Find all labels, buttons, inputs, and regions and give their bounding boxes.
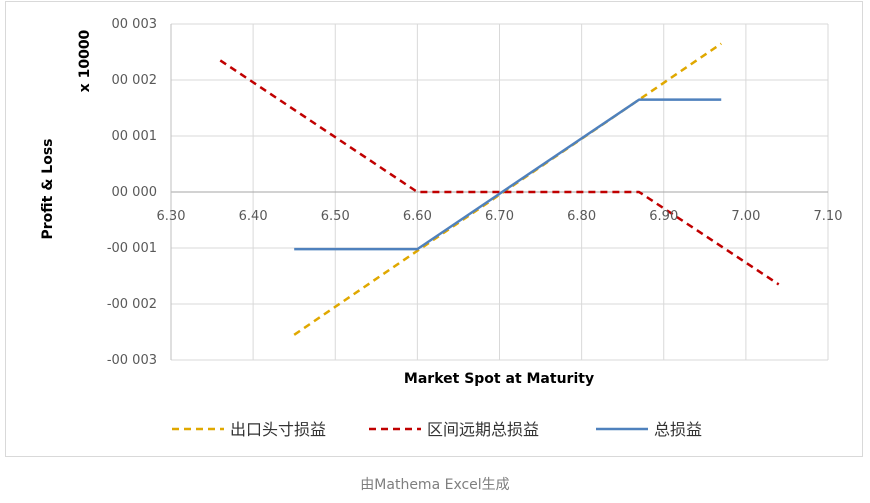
y-tick-label: 00 000 — [112, 185, 158, 200]
series-lines — [219, 42, 780, 336]
y-tick-label: -00 002 — [107, 297, 157, 312]
chart-area: 6.30 6.40 6.50 6.60 6.70 6.80 6.90 7.00 7.10 00 0… — [40, 17, 843, 439]
x-tick-label: 6.50 — [321, 209, 350, 224]
legend-label-3: 总损益 — [654, 420, 702, 439]
legend-label-2: 区间远期总损益 — [427, 420, 539, 439]
y-tick-label: 00 002 — [112, 73, 158, 88]
x-axis-title: Market Spot at Maturity — [404, 371, 594, 387]
x-tick-label: 7.00 — [731, 209, 760, 224]
x-tick-label: 6.30 — [157, 209, 186, 224]
x-tick-label: 6.60 — [403, 209, 432, 224]
legend-label-1: 出口头寸损益 — [230, 420, 326, 439]
series-line-2 — [219, 59, 780, 286]
y-tick-label: 00 003 — [112, 17, 158, 32]
axes — [170, 24, 828, 360]
y-tick-label: -00 003 — [107, 353, 157, 368]
y-scale-note: x 10000 — [77, 29, 93, 92]
y-axis-title: Profit & Loss — [40, 138, 56, 239]
x-tick-label: 6.70 — [485, 209, 514, 224]
series-line-3 — [294, 98, 722, 251]
x-tick-label: 6.40 — [239, 209, 268, 224]
y-tick-label: -00 001 — [107, 241, 157, 256]
x-tick-label: 6.90 — [649, 209, 678, 224]
x-tick-label: 7.10 — [814, 209, 843, 224]
tick-labels: 6.30 6.40 6.50 6.60 6.70 6.80 6.90 7.00 7.10 00 0… — [107, 17, 843, 368]
legend: 出口头寸损益 区间远期总损益 总损益 — [172, 420, 702, 439]
x-tick-label: 6.80 — [567, 209, 596, 224]
chart-frame: 6.30 6.40 6.50 6.60 6.70 6.80 6.90 7.00 7.10 00 0… — [5, 1, 863, 457]
caption: 由Mathema Excel生成 — [360, 477, 510, 493]
y-tick-label: 00 001 — [112, 129, 158, 144]
